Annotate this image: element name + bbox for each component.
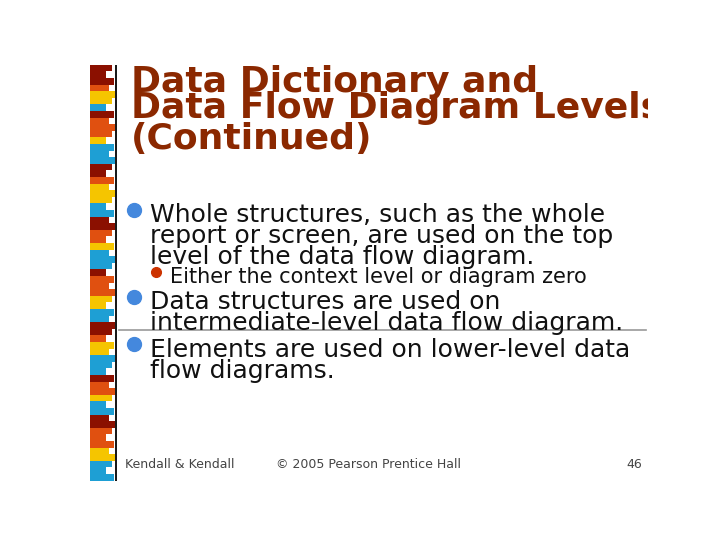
Bar [90, 315, 109, 322]
Bar [90, 157, 117, 164]
Bar [90, 104, 107, 111]
Bar [90, 282, 109, 289]
Text: flow diagrams.: flow diagrams. [150, 359, 334, 383]
Bar [90, 309, 114, 315]
Bar [90, 203, 107, 210]
Bar [90, 91, 117, 98]
Text: 46: 46 [626, 458, 642, 471]
Bar [90, 414, 109, 421]
Text: Kendall & Kendall: Kendall & Kendall [125, 458, 235, 471]
Bar [90, 124, 117, 131]
Bar [90, 328, 112, 335]
Text: Data Dictionary and: Data Dictionary and [131, 65, 539, 99]
Text: intermediate-level data flow diagram.: intermediate-level data flow diagram. [150, 311, 623, 335]
Bar [90, 242, 114, 249]
Text: report or screen, are used on the top: report or screen, are used on the top [150, 224, 613, 248]
Bar [90, 408, 114, 415]
Text: (Continued): (Continued) [131, 122, 372, 156]
Bar [90, 210, 114, 217]
Bar [90, 461, 112, 468]
Bar [90, 197, 112, 204]
Bar [90, 190, 117, 197]
Bar [90, 375, 114, 382]
Bar [90, 150, 109, 157]
Text: level of the data flow diagram.: level of the data flow diagram. [150, 245, 534, 269]
Text: Either the context level or diagram zero: Either the context level or diagram zero [170, 267, 587, 287]
Bar [90, 368, 107, 375]
Bar [90, 401, 107, 408]
Text: © 2005 Pearson Prentice Hall: © 2005 Pearson Prentice Hall [276, 458, 462, 471]
Text: Elements are used on lower-level data: Elements are used on lower-level data [150, 338, 630, 362]
Bar [90, 249, 109, 256]
Bar [90, 467, 107, 474]
Bar [90, 388, 117, 395]
Bar [90, 295, 112, 302]
Bar [90, 78, 114, 85]
Bar [90, 230, 112, 237]
Bar [90, 137, 107, 144]
Bar [90, 117, 109, 124]
Bar [90, 322, 117, 329]
Text: Data structures are used on: Data structures are used on [150, 291, 500, 314]
Bar [90, 131, 112, 137]
Bar [90, 348, 109, 355]
Bar [90, 64, 112, 71]
Bar [90, 289, 117, 296]
Bar [90, 421, 117, 428]
Bar [90, 454, 117, 461]
Bar [90, 428, 112, 434]
Bar [90, 71, 107, 78]
Bar [90, 381, 109, 388]
Bar [90, 275, 114, 282]
Bar [90, 164, 112, 171]
Bar [90, 302, 107, 309]
Bar [90, 447, 109, 454]
Bar [90, 434, 107, 441]
Bar [90, 177, 114, 184]
Bar [90, 144, 114, 151]
Bar [114, 65, 117, 481]
Bar [90, 97, 112, 104]
Bar [90, 335, 107, 342]
Bar [90, 441, 114, 448]
Bar [90, 183, 109, 190]
Bar [90, 394, 112, 401]
Bar [90, 474, 114, 481]
Text: Whole structures, such as the whole: Whole structures, such as the whole [150, 204, 605, 227]
Bar [90, 111, 114, 118]
Bar [90, 216, 109, 223]
Bar [90, 361, 112, 368]
Bar [90, 223, 117, 230]
Text: Data Flow Diagram Levels: Data Flow Diagram Levels [131, 91, 662, 125]
Bar [90, 262, 112, 269]
Bar [90, 236, 107, 243]
Bar [90, 342, 114, 349]
Bar [90, 256, 117, 263]
Bar [90, 170, 107, 177]
Bar [90, 355, 117, 362]
Bar [90, 84, 109, 91]
Bar [90, 269, 107, 276]
